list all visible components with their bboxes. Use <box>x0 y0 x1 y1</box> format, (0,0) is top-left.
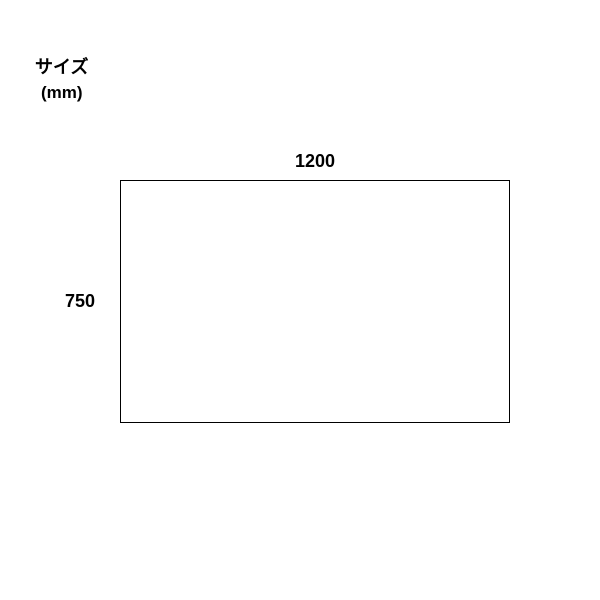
size-title: サイズ <box>35 55 88 80</box>
size-unit: (mm) <box>35 80 88 106</box>
dimension-rectangle <box>120 180 510 423</box>
height-dimension-label: 750 <box>40 180 120 423</box>
size-header: サイズ (mm) <box>35 55 88 106</box>
width-dimension-label: 1200 <box>120 151 510 172</box>
